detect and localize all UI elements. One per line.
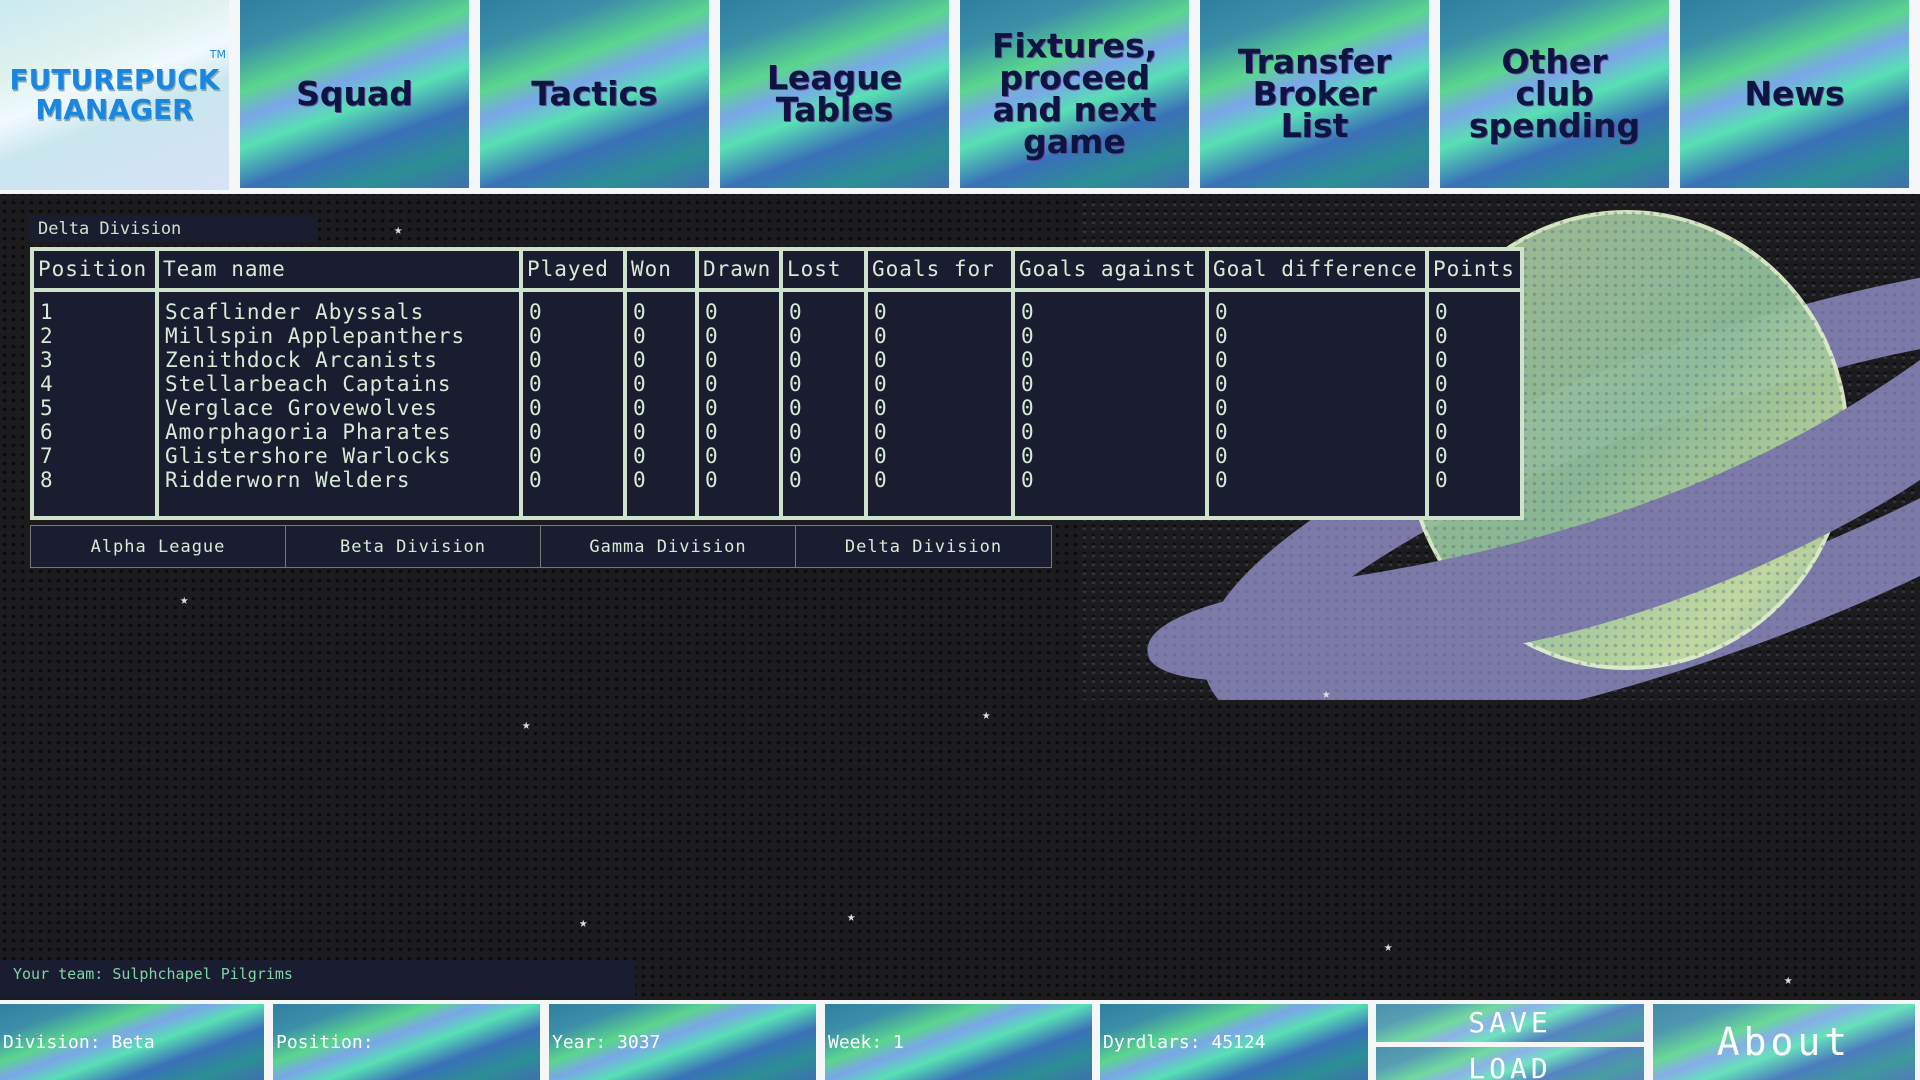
your-team-label: Your team: Sulphchapel Pilgrims <box>0 960 635 997</box>
week-status: Week: 1 <box>825 1004 1092 1080</box>
star-icon: ★ <box>847 909 856 925</box>
save-button[interactable]: SAVE <box>1376 1004 1644 1042</box>
nav-squad[interactable]: Squad <box>240 0 469 188</box>
header-points: Points <box>1429 251 1520 288</box>
alpha-league-button[interactable]: Alpha League <box>31 526 286 567</box>
year-status: Year: 3037 <box>549 1004 816 1080</box>
logo-line2: MANAGER <box>35 93 194 126</box>
division-title: Delta Division <box>30 216 318 242</box>
header-drawn: Drawn <box>699 251 779 288</box>
header-lost: Lost <box>783 251 864 288</box>
table-header-row: Position Team name Played Won Drawn Lost… <box>34 251 1520 288</box>
nav-league-tables[interactable]: League Tables <box>720 0 949 188</box>
col-points: 0 0 0 0 0 0 0 0 <box>1429 292 1520 516</box>
delta-division-button[interactable]: Delta Division <box>796 526 1051 567</box>
star-icon: ★ <box>579 915 588 931</box>
logo-line1: FUTUREPUCK <box>9 63 220 96</box>
star-icon: ★ <box>982 707 991 723</box>
nav-other-club-spending[interactable]: Other club spending <box>1440 0 1669 188</box>
col-goals-against: 0 0 0 0 0 0 0 0 <box>1015 292 1205 516</box>
table-body-row: 1 2 3 4 5 6 7 8 Scaflinder Abyssals Mill… <box>34 292 1520 516</box>
nav-fixtures[interactable]: Fixtures, proceed and next game <box>960 0 1189 188</box>
col-played: 0 0 0 0 0 0 0 0 <box>523 292 623 516</box>
col-position: 1 2 3 4 5 6 7 8 <box>34 292 155 516</box>
gamma-division-button[interactable]: Gamma Division <box>541 526 796 567</box>
league-table: Position Team name Played Won Drawn Lost… <box>30 247 1524 520</box>
trademark: TM <box>209 48 226 61</box>
position-status: Position: <box>273 1004 540 1080</box>
col-won: 0 0 0 0 0 0 0 0 <box>627 292 695 516</box>
header-goals-for: Goals for <box>868 251 1011 288</box>
division-status: Division: Beta <box>0 1004 264 1080</box>
col-lost: 0 0 0 0 0 0 0 0 <box>783 292 864 516</box>
star-icon: ★ <box>1384 939 1393 955</box>
load-button[interactable]: LOAD <box>1376 1047 1644 1080</box>
header-won: Won <box>627 251 695 288</box>
header-position: Position <box>34 251 155 288</box>
star-icon: ★ <box>1784 972 1793 988</box>
about-button[interactable]: About <box>1653 1004 1915 1080</box>
header-goals-against: Goals against <box>1015 251 1205 288</box>
beta-division-button[interactable]: Beta Division <box>286 526 541 567</box>
nav-tactics[interactable]: Tactics <box>480 0 709 188</box>
star-icon: ★ <box>1322 686 1331 702</box>
col-goal-difference: 0 0 0 0 0 0 0 0 <box>1209 292 1425 516</box>
header-goal-difference: Goal difference <box>1209 251 1425 288</box>
star-icon: ★ <box>522 717 531 733</box>
col-goals-for: 0 0 0 0 0 0 0 0 <box>868 292 1011 516</box>
col-drawn: 0 0 0 0 0 0 0 0 <box>699 292 779 516</box>
division-selector: Alpha League Beta Division Gamma Divisio… <box>30 525 1052 568</box>
nav-news[interactable]: News <box>1680 0 1909 188</box>
nav-transfer-broker[interactable]: Transfer Broker List <box>1200 0 1429 188</box>
header-team-name: Team name <box>159 251 519 288</box>
header-played: Played <box>523 251 623 288</box>
star-icon: ★ <box>180 592 189 608</box>
col-team-name: Scaflinder Abyssals Millspin Applepanthe… <box>159 292 519 516</box>
star-icon: ★ <box>394 222 403 238</box>
money-status: Dyrdlars: 45124 <box>1100 1004 1368 1080</box>
logo[interactable]: FUTUREPUCK MANAGER TM <box>0 0 229 190</box>
